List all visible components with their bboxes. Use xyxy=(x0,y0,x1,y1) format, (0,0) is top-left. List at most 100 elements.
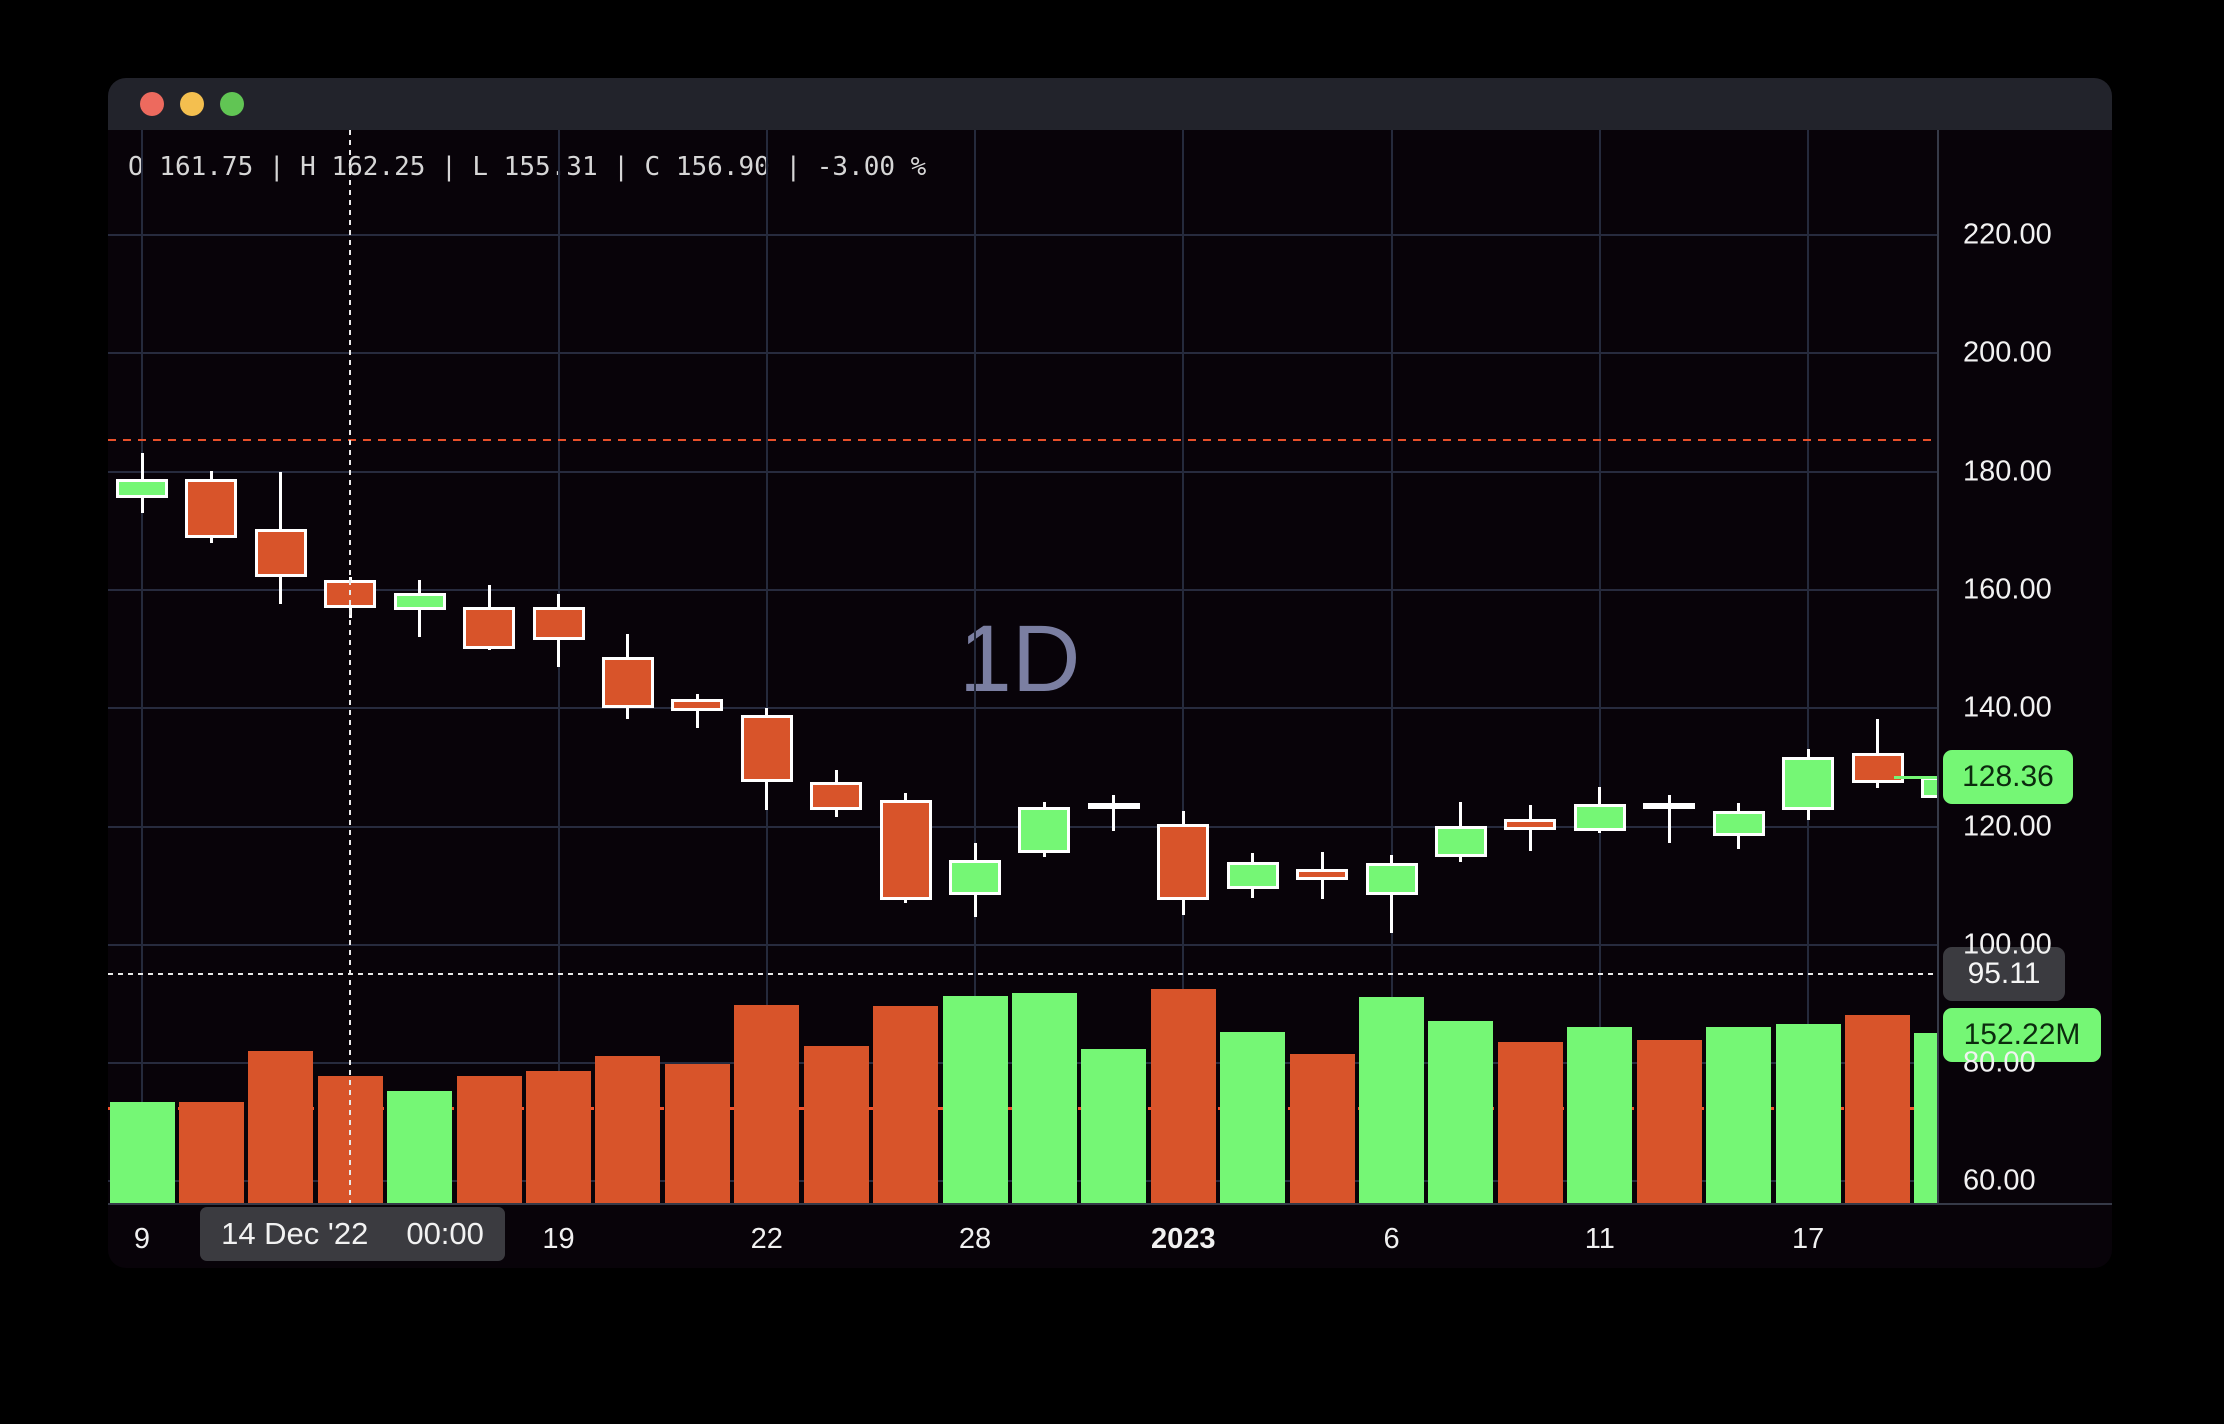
candle-body xyxy=(116,479,168,499)
vertical-gridline xyxy=(141,130,143,1203)
vertical-gridline xyxy=(974,130,977,1203)
candle-body xyxy=(1920,777,1937,798)
time-axis-label: 11 xyxy=(1584,1223,1615,1255)
volume-bar xyxy=(873,1006,939,1203)
volume-bar xyxy=(1497,1042,1563,1203)
candle-body xyxy=(1087,803,1140,810)
time-axis-label: 17 xyxy=(1791,1223,1825,1255)
candle-body xyxy=(1712,811,1765,836)
crosshair-time-badge: 14 Dec '22 00:00 xyxy=(200,1207,505,1261)
volume-bar xyxy=(248,1051,314,1203)
horizontal-gridline xyxy=(108,470,1937,473)
candle-body xyxy=(1226,861,1279,890)
time-axis[interactable]: 14 Dec '22 00:00 9 19 22 28 2023 6 11 17 xyxy=(108,1203,2112,1268)
zoom-button[interactable] xyxy=(220,92,244,116)
volume-bar xyxy=(1775,1024,1841,1203)
minimize-button[interactable] xyxy=(180,92,204,116)
time-axis-label: 2023 xyxy=(1151,1223,1216,1255)
horizontal-gridline xyxy=(108,707,1937,710)
candle-body xyxy=(1296,869,1349,881)
candle-body xyxy=(463,607,516,650)
volume-bar xyxy=(178,1102,244,1203)
candle-body xyxy=(1782,757,1835,810)
candle-body xyxy=(949,859,1002,896)
crosshair-vertical-line xyxy=(349,130,352,1203)
price-axis-label: 160.00 xyxy=(1963,573,2052,606)
volume-bar xyxy=(1220,1032,1286,1203)
price-axis[interactable]: 128.36 95.11 152.22M 220.00 200.00 180.00 1… xyxy=(1937,130,2112,1203)
candle-body xyxy=(1434,825,1487,857)
volume-bar xyxy=(109,1102,175,1203)
vertical-gridline xyxy=(1182,130,1185,1203)
time-axis-label: 6 xyxy=(1383,1223,1400,1255)
vertical-gridline xyxy=(765,130,768,1203)
volume-bar xyxy=(526,1071,592,1203)
volume-bar xyxy=(734,1005,800,1203)
crosshair-date-label: 14 Dec '22 xyxy=(221,1216,369,1251)
prev-close-line xyxy=(108,439,1937,442)
volume-bar xyxy=(1011,993,1077,1203)
candle-body xyxy=(185,479,238,538)
vertical-gridline xyxy=(1598,130,1601,1203)
ohlc-readout: O 161.75 | H 162.25 | L 155.31 | C 156.9… xyxy=(128,152,927,182)
price-axis-label: 60.00 xyxy=(1963,1164,2036,1197)
horizontal-gridline xyxy=(108,352,1937,355)
volume-bar xyxy=(803,1045,869,1203)
volume-bar xyxy=(1289,1054,1355,1203)
volume-badge: 152.22M xyxy=(1943,1007,2101,1062)
candle-body xyxy=(1365,862,1418,896)
last-price-badge: 128.36 xyxy=(1943,750,2073,805)
title-bar xyxy=(108,78,2112,130)
candle-body xyxy=(879,799,932,900)
candle-wick xyxy=(1112,795,1116,832)
candle-body xyxy=(601,656,654,709)
price-axis-label: 180.00 xyxy=(1963,455,2052,488)
candle-body xyxy=(254,528,307,577)
volume-bar xyxy=(1636,1039,1702,1203)
last-price-line xyxy=(1894,775,1937,779)
horizontal-gridline xyxy=(108,234,1937,236)
candle-body xyxy=(1643,803,1696,810)
volume-bar xyxy=(1706,1026,1772,1203)
candle-body xyxy=(393,592,446,610)
vertical-gridline xyxy=(1390,130,1393,1203)
timeframe-watermark: 1D xyxy=(959,606,1081,712)
vertical-gridline xyxy=(1807,130,1810,1203)
volume-bar xyxy=(1359,997,1425,1203)
candle-body xyxy=(740,715,793,783)
candle-body xyxy=(1573,804,1626,831)
volume-bar xyxy=(1081,1048,1147,1203)
chart-plot-area[interactable]: O 161.75 | H 162.25 | L 155.31 | C 156.9… xyxy=(108,130,1937,1203)
crosshair-price-badge: 95.11 xyxy=(1943,946,2065,1001)
volume-bar xyxy=(387,1091,453,1203)
volume-bar xyxy=(595,1055,661,1203)
volume-bar xyxy=(664,1064,730,1203)
crosshair-clock-label: 00:00 xyxy=(406,1216,484,1251)
chart-window: O 161.75 | H 162.25 | L 155.31 | C 156.9… xyxy=(108,78,2112,1268)
price-axis-label: 120.00 xyxy=(1963,810,2052,842)
volume-bar xyxy=(1845,1015,1910,1203)
volume-bar xyxy=(1567,1026,1633,1203)
price-axis-label: 80.00 xyxy=(1963,1046,2036,1079)
candle-body xyxy=(1018,806,1071,854)
volume-bar xyxy=(1428,1020,1494,1203)
price-axis-label: 200.00 xyxy=(1963,336,2052,369)
volume-bar xyxy=(942,996,1008,1203)
candle-body xyxy=(1157,824,1210,900)
candle-wick xyxy=(695,694,699,729)
candle-body xyxy=(532,607,585,640)
time-axis-label: 22 xyxy=(750,1223,783,1255)
horizontal-gridline xyxy=(108,588,1937,591)
volume-bar xyxy=(1914,1032,1937,1203)
candle-body xyxy=(1504,818,1557,831)
candle-wick xyxy=(1667,795,1671,844)
crosshair-horizontal-line xyxy=(108,972,1937,975)
time-axis-label: 19 xyxy=(542,1223,575,1255)
close-button[interactable] xyxy=(140,92,164,116)
price-axis-label: 140.00 xyxy=(1963,691,2052,724)
horizontal-gridline xyxy=(108,943,1937,946)
time-axis-label: 9 xyxy=(133,1223,151,1255)
volume-bar xyxy=(1150,988,1216,1203)
candle-body xyxy=(671,699,724,712)
volume-bar xyxy=(456,1075,522,1203)
